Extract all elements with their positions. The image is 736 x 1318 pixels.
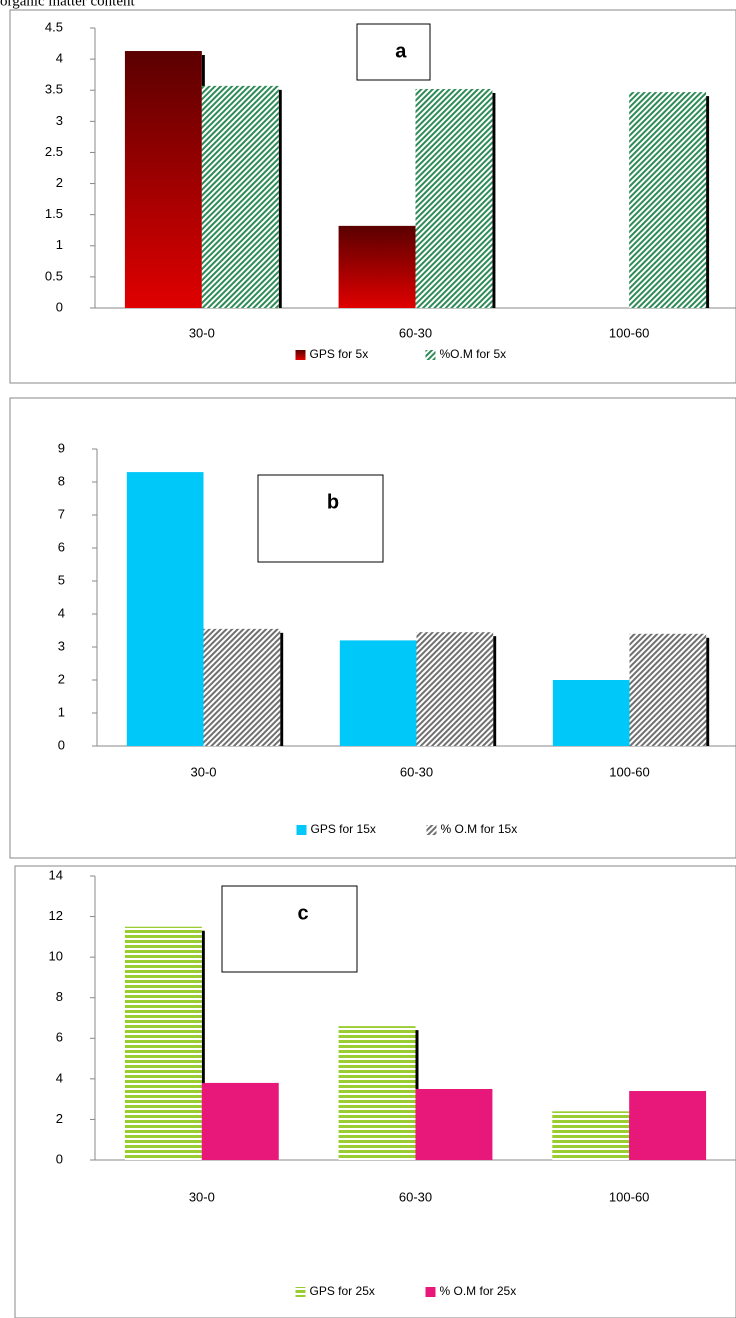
bar bbox=[415, 1089, 493, 1160]
annotation: c bbox=[297, 902, 308, 924]
y-tick-label: 2 bbox=[56, 175, 63, 190]
y-tick-label: 4 bbox=[58, 605, 65, 620]
y-tick-label: 0 bbox=[58, 737, 65, 752]
y-tick-label: 3.5 bbox=[45, 82, 63, 97]
bar bbox=[201, 85, 279, 308]
x-tick-label: 60-30 bbox=[399, 1189, 432, 1204]
bar bbox=[339, 640, 417, 746]
bar-shadow bbox=[706, 96, 710, 308]
bar-shadow bbox=[280, 632, 284, 746]
legend-label: % O.M for 25x bbox=[440, 1284, 517, 1298]
bar bbox=[126, 472, 204, 746]
legend-swatch bbox=[425, 1287, 436, 1297]
bar bbox=[338, 1026, 416, 1160]
y-tick-label: 9 bbox=[58, 440, 65, 455]
bar-shadow bbox=[706, 637, 710, 746]
y-tick-label: 4 bbox=[56, 51, 63, 66]
y-tick-label: 2.5 bbox=[45, 144, 63, 159]
bar bbox=[552, 680, 630, 746]
y-tick-label: 3 bbox=[58, 638, 65, 653]
bar bbox=[201, 1082, 279, 1160]
y-tick-label: 1.5 bbox=[45, 206, 63, 221]
bar-shadow bbox=[278, 89, 282, 308]
bar bbox=[629, 1091, 707, 1160]
panel-frame bbox=[9, 9, 736, 384]
bar-shadow bbox=[493, 636, 497, 746]
y-tick-label: 6 bbox=[56, 1030, 63, 1045]
y-tick-label: 7 bbox=[58, 506, 65, 521]
legend-swatch bbox=[295, 350, 306, 360]
legend-label: GPS for 15x bbox=[311, 822, 376, 836]
y-tick-label: 0.5 bbox=[45, 268, 63, 283]
bar bbox=[416, 632, 494, 746]
bar bbox=[124, 51, 202, 309]
panel-frame bbox=[14, 865, 736, 1318]
y-tick-label: 5 bbox=[58, 572, 65, 587]
y-tick-label: 1 bbox=[58, 704, 65, 719]
legend-swatch bbox=[425, 350, 436, 360]
legend-swatch bbox=[295, 1287, 306, 1297]
x-tick-label: 60-30 bbox=[399, 325, 432, 340]
y-tick-label: 2 bbox=[56, 1111, 63, 1126]
y-tick-label: 14 bbox=[49, 867, 63, 882]
y-tick-label: 0 bbox=[56, 299, 63, 314]
bar bbox=[552, 1111, 630, 1160]
bar bbox=[124, 926, 202, 1160]
caption: organic matter content bbox=[0, 0, 136, 9]
annotation-box bbox=[356, 23, 431, 81]
annotation-box bbox=[257, 474, 384, 563]
x-tick-label: 100-60 bbox=[609, 1189, 649, 1204]
y-tick-label: 4.5 bbox=[45, 19, 63, 34]
y-tick-label: 2 bbox=[58, 671, 65, 686]
annotation-box bbox=[221, 885, 358, 973]
panel-frame bbox=[9, 397, 736, 859]
bar bbox=[415, 88, 493, 308]
x-tick-label: 30-0 bbox=[189, 1189, 215, 1204]
legend-label: GPS for 25x bbox=[310, 1284, 375, 1298]
x-tick-label: 30-0 bbox=[189, 325, 215, 340]
bar bbox=[338, 225, 416, 308]
bar-shadow bbox=[492, 92, 496, 308]
y-tick-label: 1 bbox=[56, 237, 63, 252]
annotation: b bbox=[327, 491, 339, 513]
y-tick-label: 8 bbox=[56, 989, 63, 1004]
y-tick-label: 8 bbox=[58, 473, 65, 488]
legend-swatch bbox=[426, 825, 437, 835]
bar bbox=[629, 633, 707, 746]
bar bbox=[203, 628, 281, 746]
bar bbox=[629, 92, 707, 308]
y-tick-label: 12 bbox=[49, 908, 63, 923]
bar-shadow bbox=[201, 930, 205, 1160]
y-tick-label: 4 bbox=[56, 1070, 63, 1085]
legend-label: % O.M for 15x bbox=[441, 822, 518, 836]
y-tick-label: 3 bbox=[56, 113, 63, 128]
legend-label: GPS for 5x bbox=[310, 347, 369, 361]
x-tick-label: 100-60 bbox=[609, 325, 649, 340]
x-tick-label: 30-0 bbox=[190, 764, 216, 779]
y-tick-label: 0 bbox=[56, 1151, 63, 1166]
x-tick-label: 60-30 bbox=[400, 764, 433, 779]
y-tick-label: 6 bbox=[58, 539, 65, 554]
legend-label: %O.M for 5x bbox=[440, 347, 507, 361]
annotation: a bbox=[395, 40, 407, 62]
x-tick-label: 100-60 bbox=[609, 764, 649, 779]
legend-swatch bbox=[296, 825, 307, 835]
y-tick-label: 10 bbox=[49, 949, 63, 964]
